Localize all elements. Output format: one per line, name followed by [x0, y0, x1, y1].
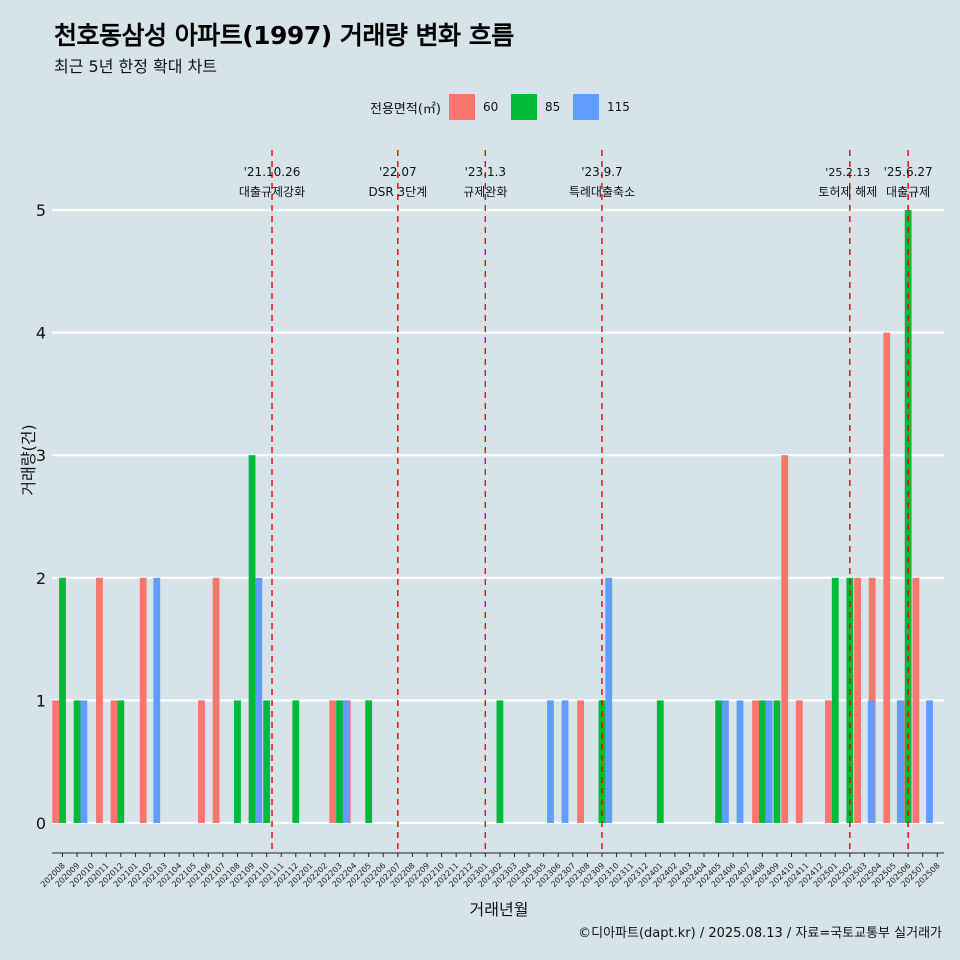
legend-label-85: 85	[544, 100, 561, 114]
bar-60-202408	[752, 700, 759, 823]
bar-115-202503	[867, 700, 875, 823]
bar-60-202411	[795, 700, 803, 823]
legend-label-60: 60	[482, 100, 499, 114]
x-axis-label: 거래년월	[469, 900, 529, 919]
bar-115-202405	[722, 700, 729, 823]
bar-85-202009	[73, 700, 81, 823]
bar-85-202110	[263, 700, 271, 823]
y-axis-label: 거래량(건)	[19, 424, 38, 496]
chart-title: 천호동삼성 아파트(1997) 거래량 변화 흐름	[54, 21, 514, 50]
event-date: '23.1.3	[465, 165, 506, 179]
bar-60-202501	[825, 700, 832, 823]
bar-115-202009	[80, 700, 88, 823]
legend-item-60: 60	[448, 94, 505, 120]
bar-85-202008	[59, 577, 66, 823]
bar-85-202109	[248, 455, 256, 823]
event-label: 대출규제강화	[239, 185, 305, 199]
bar-85-202203	[336, 700, 343, 823]
bar-60-202505	[883, 332, 891, 823]
bar-85-202401	[656, 700, 664, 823]
y-tick-label: 2	[36, 569, 46, 588]
event-date: '25.6.27	[884, 165, 933, 179]
legend-swatch-85	[510, 94, 537, 120]
bar-115-202505	[896, 700, 904, 823]
event-date: '23.9.7	[581, 165, 622, 179]
legend-title: 전용면적(㎡)	[370, 101, 441, 117]
bar-85-202205	[365, 700, 373, 823]
event-date: '25.2.13	[825, 166, 870, 179]
bar-85-202302	[496, 700, 504, 823]
event-label: 대출규제	[886, 185, 930, 199]
bar-60-202308	[577, 700, 584, 823]
bar-85-202012	[117, 700, 125, 823]
legend-swatch-60	[448, 94, 475, 120]
bar-60-202410	[781, 455, 789, 823]
legend-item-115: 115	[572, 94, 630, 120]
bar-85-202405	[715, 700, 722, 823]
y-tick-label: 1	[36, 691, 46, 710]
bar-115-202309	[605, 577, 613, 823]
bar-85-202408	[758, 700, 766, 823]
event-label: 토허제 해제	[818, 185, 877, 199]
bar-115-202507	[926, 700, 933, 823]
y-tick-label: 3	[36, 446, 46, 465]
source-caption: ©디아파트(dapt.kr) / 2025.08.13 / 자료=국토교통부 실…	[578, 926, 942, 941]
bar-60-202507	[912, 577, 920, 823]
event-label: DSR 3단계	[368, 185, 427, 199]
legend-label-115: 115	[606, 100, 630, 114]
bar-60-202008	[52, 700, 60, 823]
event-label: 규제완화	[463, 185, 507, 199]
chart-subtitle: 최근 5년 한정 확대 차트	[54, 57, 218, 76]
bar-115-202203	[342, 700, 350, 823]
event-date: '22.07	[379, 165, 417, 179]
bar-115-202406	[736, 700, 744, 823]
bar-85-202501	[831, 577, 839, 823]
bar-115-202102	[153, 577, 161, 823]
event-date: '21.10.26	[244, 165, 301, 179]
bar-60-202203	[329, 700, 337, 823]
y-tick-label: 5	[36, 201, 46, 220]
y-tick-label: 4	[36, 324, 46, 343]
bar-60-202012	[110, 700, 118, 823]
bar-85-202112	[292, 700, 300, 823]
bar-85-202309	[598, 700, 606, 823]
bar-115-202408	[765, 700, 773, 823]
bar-60-202106	[198, 700, 205, 823]
bar-60-202011	[96, 577, 103, 823]
bar-85-202108	[234, 700, 241, 823]
bar-115-202109	[255, 577, 263, 823]
bar-85-202409	[773, 700, 781, 823]
legend-swatch-115	[572, 94, 599, 120]
bar-115-202305	[547, 700, 554, 823]
bar-60-202102	[139, 577, 147, 823]
legend-item-85: 85	[510, 94, 567, 120]
bar-115-202306	[561, 700, 569, 823]
y-tick-label: 0	[36, 814, 46, 833]
bar-60-202107	[212, 577, 220, 823]
event-label: 특례대출축소	[569, 185, 635, 199]
bar-60-202503	[854, 577, 861, 823]
legend: 전용면적(㎡) 60 85 115	[370, 94, 636, 120]
